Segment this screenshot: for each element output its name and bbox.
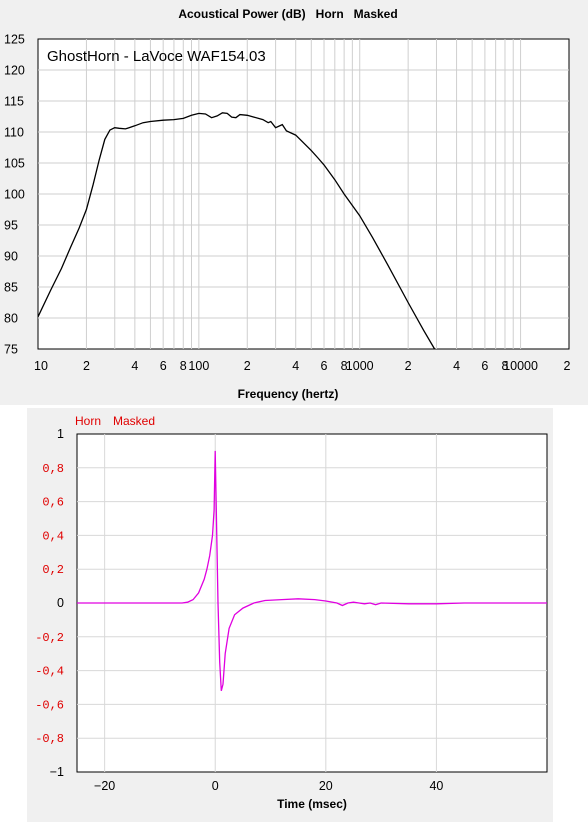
x-tick-label: 10000 xyxy=(503,359,538,373)
x-tick-label: 4 xyxy=(131,359,138,373)
x-tick-label: 10 xyxy=(34,359,48,373)
y-tick-label: 105 xyxy=(4,157,25,171)
x-tick-label: 2 xyxy=(564,359,571,373)
y-tick-label: 85 xyxy=(4,281,18,295)
legend-horn: Horn xyxy=(75,414,101,428)
y-tick-label: 95 xyxy=(4,219,18,233)
x-tick-label: 1000 xyxy=(346,359,374,373)
y-tick-label: -0,6 xyxy=(35,698,64,712)
x-tick-label: 0 xyxy=(212,779,219,793)
x-tick-label: 8 xyxy=(341,359,348,373)
acoustical-power-line xyxy=(37,112,436,350)
x-tick-label: 2 xyxy=(405,359,412,373)
frequency-chart: Acoustical Power (dB) Horn Masked GhostH… xyxy=(4,7,571,401)
time-x-axis-label: Time (msec) xyxy=(277,797,347,811)
impulse-response-line xyxy=(77,450,547,692)
y-tick-label: 0,6 xyxy=(42,496,64,510)
x-tick-label: −20 xyxy=(94,779,115,793)
x-tick-label: 6 xyxy=(160,359,167,373)
y-tick-label: −1 xyxy=(50,765,64,779)
frequency-chart-annotation: GhostHorn - LaVoce WAF154.03 xyxy=(47,48,266,65)
frequency-x-axis-label: Frequency (hertz) xyxy=(238,387,339,401)
y-tick-label: 0,4 xyxy=(42,529,64,543)
x-tick-label: 20 xyxy=(319,779,333,793)
legend-masked: Masked xyxy=(113,414,155,428)
x-tick-label: 4 xyxy=(292,359,299,373)
y-tick-label: 75 xyxy=(4,343,18,357)
y-tick-label: 90 xyxy=(4,250,18,264)
y-tick-label: -0,8 xyxy=(35,732,64,746)
x-tick-label: 6 xyxy=(481,359,488,373)
frequency-chart-title: Acoustical Power (dB) Horn Masked xyxy=(178,7,397,21)
y-tick-label: 80 xyxy=(4,312,18,326)
y-tick-label: -0,2 xyxy=(35,631,64,645)
y-tick-label: 120 xyxy=(4,64,25,78)
y-tick-label: -0,4 xyxy=(35,665,64,679)
y-tick-label: 115 xyxy=(4,95,24,109)
y-tick-label: 110 xyxy=(4,126,24,140)
x-tick-label: 100 xyxy=(188,359,209,373)
x-tick-label: 2 xyxy=(83,359,90,373)
y-tick-label: 100 xyxy=(4,188,25,202)
y-tick-label: 0,2 xyxy=(42,563,64,577)
x-tick-label: 4 xyxy=(453,359,460,373)
x-tick-label: 8 xyxy=(502,359,509,373)
y-tick-label: 0,8 xyxy=(42,462,64,476)
y-tick-label: 1 xyxy=(57,427,64,441)
x-tick-label: 2 xyxy=(244,359,251,373)
y-tick-label: 0 xyxy=(57,596,64,610)
y-tick-label: 125 xyxy=(4,33,25,47)
x-tick-label: 40 xyxy=(429,779,443,793)
x-tick-label: 6 xyxy=(321,359,328,373)
x-tick-label: 8 xyxy=(180,359,187,373)
